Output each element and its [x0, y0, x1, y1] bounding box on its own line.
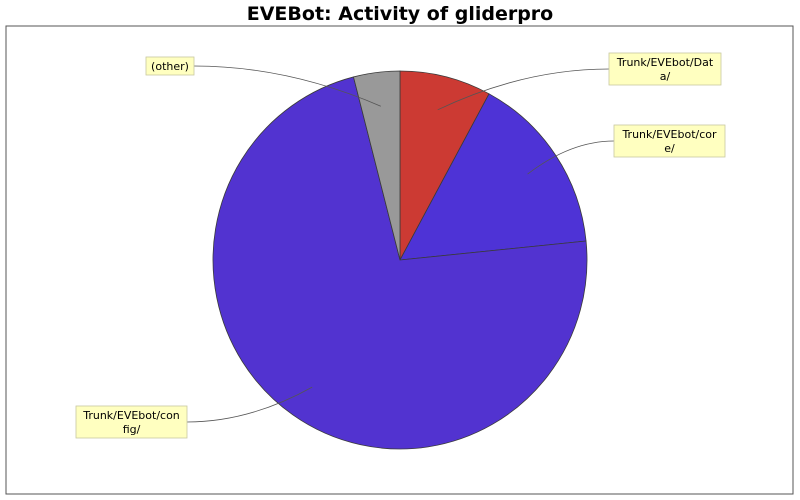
pie-slice-3	[353, 70, 401, 261]
slice-label-2-line-1: fig/	[123, 423, 141, 436]
chart-title: EVEBot: Activity of gliderpro	[246, 3, 554, 25]
slice-labels: Trunk/EVEbot/Data/Trunk/EVEbot/core/Trun…	[75, 52, 726, 439]
slice-label-0-line-1: a/	[660, 70, 671, 83]
pie-slice-2	[212, 76, 588, 450]
leader-line-3	[193, 65, 381, 107]
slice-label-3-line-0: (other)	[151, 60, 189, 73]
pie-slice-1	[399, 93, 587, 261]
leader-line-0	[437, 68, 610, 111]
leader-line-1	[527, 140, 615, 175]
slice-label-box-1	[613, 124, 726, 158]
pie-slices	[212, 70, 588, 450]
pie-slice-0	[399, 70, 490, 261]
slice-label-1-line-1: e/	[664, 142, 675, 155]
leader-line-2	[186, 386, 313, 423]
slice-label-box-3	[145, 56, 195, 76]
leader-lines	[186, 65, 615, 423]
slice-label-1-line-0: Trunk/EVEbot/cor	[621, 128, 717, 141]
plot-area-border	[5, 25, 794, 495]
slice-label-box-2	[75, 405, 188, 439]
slice-label-box-0	[608, 52, 722, 86]
slice-label-0-line-0: Trunk/EVEbot/Dat	[616, 56, 714, 69]
slice-label-2-line-0: Trunk/EVEbot/con	[82, 409, 180, 422]
